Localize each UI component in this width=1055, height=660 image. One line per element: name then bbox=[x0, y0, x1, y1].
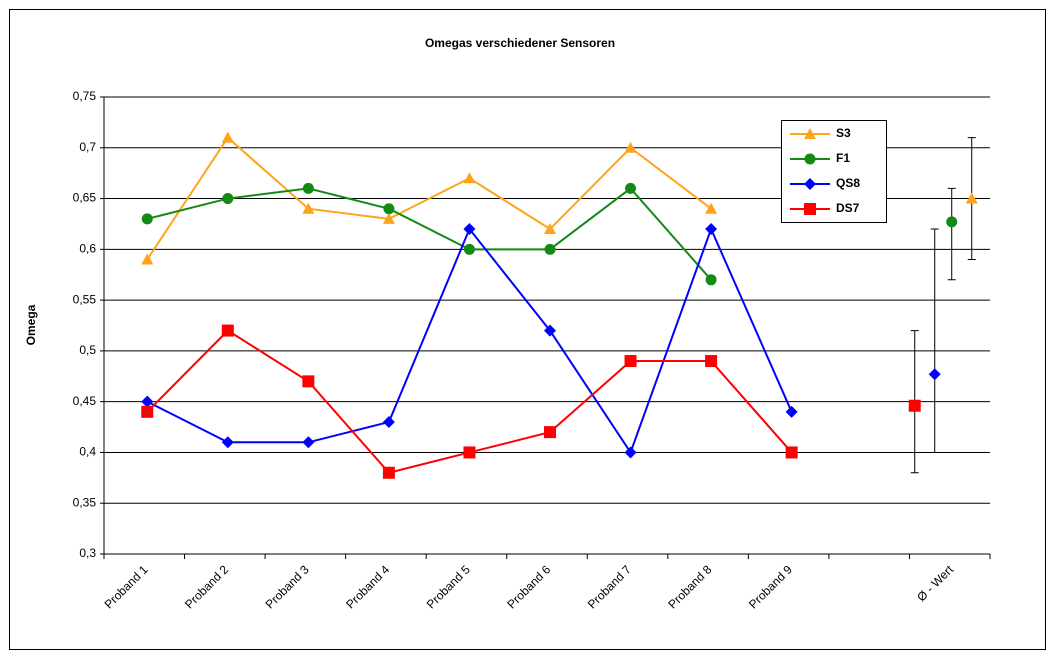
y-tick-label: 0,55 bbox=[73, 292, 97, 306]
chart-border bbox=[9, 9, 1046, 650]
data-point bbox=[382, 212, 395, 224]
legend-label: S3 bbox=[836, 126, 851, 140]
data-point bbox=[141, 253, 154, 265]
data-point bbox=[302, 202, 315, 214]
y-tick-label: 0,4 bbox=[79, 445, 96, 459]
data-point bbox=[965, 192, 978, 204]
data-point bbox=[383, 203, 395, 215]
y-tick-label: 0,5 bbox=[79, 343, 96, 357]
data-point bbox=[141, 405, 154, 418]
error-bar bbox=[947, 187, 956, 281]
data-point bbox=[382, 415, 395, 428]
data-point bbox=[463, 446, 476, 459]
data-point bbox=[221, 436, 234, 449]
data-point bbox=[624, 355, 637, 368]
y-tick-label: 0,35 bbox=[73, 495, 97, 509]
legend-label: DS7 bbox=[836, 201, 860, 215]
data-point bbox=[705, 355, 718, 368]
y-tick-label: 0,45 bbox=[73, 394, 97, 408]
legend-label: QS8 bbox=[836, 176, 860, 190]
legend: S3 F1 QS8 DS7 bbox=[781, 120, 887, 223]
data-point bbox=[624, 141, 637, 153]
y-tick-label: 0,75 bbox=[73, 89, 97, 103]
data-point bbox=[141, 395, 154, 408]
y-tick-label: 0,6 bbox=[79, 242, 96, 256]
legend-marker bbox=[804, 203, 816, 215]
y-tick-label: 0,7 bbox=[79, 140, 96, 154]
data-point bbox=[463, 243, 475, 255]
data-point bbox=[544, 324, 556, 337]
data-point bbox=[382, 466, 395, 479]
data-point bbox=[705, 223, 718, 236]
legend-marker bbox=[804, 128, 816, 139]
data-point bbox=[302, 375, 315, 388]
data-point bbox=[928, 368, 941, 381]
data-point bbox=[624, 446, 637, 459]
data-point bbox=[908, 399, 921, 412]
y-tick-label: 0,3 bbox=[79, 546, 96, 560]
data-point bbox=[544, 426, 556, 439]
legend-label: F1 bbox=[836, 151, 850, 165]
error-bar bbox=[930, 228, 939, 453]
data-point bbox=[463, 223, 476, 236]
data-point bbox=[544, 223, 556, 235]
data-point bbox=[221, 131, 234, 143]
data-point bbox=[785, 405, 798, 418]
y-tick-label: 0,65 bbox=[73, 191, 97, 205]
data-point bbox=[463, 172, 476, 184]
data-point bbox=[785, 446, 798, 459]
data-point bbox=[705, 202, 718, 214]
data-point bbox=[946, 216, 958, 228]
data-point bbox=[625, 182, 637, 194]
y-axis-label: Omega bbox=[24, 304, 38, 345]
data-point bbox=[302, 182, 314, 194]
data-point bbox=[141, 213, 153, 225]
legend-box bbox=[781, 120, 887, 223]
data-point bbox=[222, 193, 234, 205]
data-point bbox=[544, 243, 556, 255]
data-point bbox=[705, 274, 717, 286]
chart-title: Omegas verschiedener Sensoren bbox=[425, 36, 615, 50]
data-point bbox=[221, 324, 234, 337]
data-point bbox=[302, 436, 315, 449]
legend-marker bbox=[804, 153, 816, 165]
legend-marker bbox=[804, 178, 816, 190]
